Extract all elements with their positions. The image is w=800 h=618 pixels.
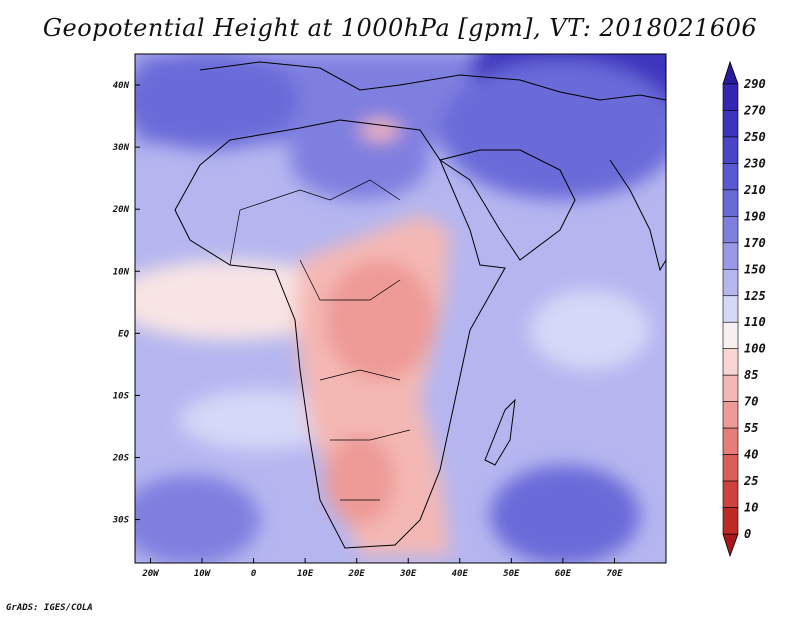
lat-tick-label: 30N — [112, 143, 130, 153]
colorbar-label: 170 — [744, 236, 766, 250]
colorbar-swatch — [722, 268, 739, 297]
colorbar-swatch — [722, 348, 739, 376]
lon-tick-label: 10W — [194, 569, 212, 579]
arabia-coastline — [438, 149, 576, 261]
colorbar-swatch — [722, 110, 739, 138]
colorbar-swatch — [722, 163, 739, 191]
colorbar-label: 210 — [743, 183, 766, 197]
chart-title: Geopotential Height at 1000hPa [gpm], VT… — [42, 14, 758, 42]
colorbar-swatch — [722, 374, 739, 402]
lon-tick-label: 70E — [606, 569, 623, 579]
lat-tick-label: EQ — [118, 329, 129, 339]
colorbar-swatch — [722, 480, 739, 508]
colorbar-label: 25 — [743, 474, 758, 488]
colorbar-label: 85 — [744, 368, 758, 382]
colorbar-label: 190 — [744, 209, 766, 223]
height-field — [135, 54, 666, 563]
europe-coastline — [199, 61, 666, 101]
colorbar-swatch — [722, 216, 739, 244]
latitude-axis: 40N 30N 20N 10N EQ 10S 20S 30S — [112, 81, 140, 526]
lon-tick-label: 20W — [141, 569, 160, 579]
lon-tick-label: 60E — [555, 569, 572, 579]
colorbar-swatch — [722, 427, 739, 455]
colorbar-top-arrow — [722, 60, 739, 85]
india-coastline — [609, 159, 666, 272]
colorbar-swatch — [722, 295, 739, 323]
lat-tick-label: 30S — [112, 516, 130, 526]
colorbar-swatch — [722, 321, 739, 350]
lat-tick-label: 20N — [112, 205, 130, 215]
plot-frame — [134, 53, 667, 564]
lat-tick-label: 20S — [112, 453, 130, 463]
colorbar: 2902702502302101901701501251101008570554… — [722, 60, 766, 558]
colorbar-label: 125 — [744, 289, 766, 303]
lon-tick-label: 30E — [399, 569, 417, 579]
lon-tick-label: 40E — [452, 569, 469, 579]
lat-tick-label: 10S — [113, 391, 130, 401]
colorbar-label: 40 — [744, 448, 758, 462]
colorbar-label: 70 — [744, 395, 758, 409]
madagascar-coastline — [484, 398, 516, 466]
lon-tick-label: 0 — [251, 569, 257, 579]
colorbar-swatch — [722, 242, 739, 270]
colorbar-label: 270 — [743, 103, 766, 117]
colorbar-label: 100 — [744, 342, 766, 356]
colorbar-label: 290 — [743, 77, 766, 91]
lat-tick-label: 10N — [113, 267, 130, 277]
colorbar-swatch — [722, 189, 739, 217]
colorbar-swatch — [722, 83, 739, 111]
credit-text: GrADS: IGES/COLA — [6, 603, 93, 613]
colorbar-label: 55 — [744, 421, 758, 435]
colorbar-label: 230 — [743, 156, 766, 170]
africa-coastline — [174, 119, 506, 549]
longitude-axis: 20W 10W 0 10E 20E 30E 40E 50E 60E 70E — [141, 558, 623, 579]
colorbar-label: 110 — [744, 315, 766, 329]
colorbar-bottom-arrow — [722, 533, 739, 558]
coastlines — [174, 61, 666, 549]
colorbar-label: 10 — [744, 501, 758, 515]
colorbar-swatch — [722, 401, 739, 429]
lon-tick-label: 10E — [297, 569, 314, 579]
colorbar-label: 150 — [744, 262, 766, 276]
lon-tick-label: 50E — [503, 569, 520, 579]
borders — [229, 179, 411, 501]
colorbar-swatch — [722, 507, 739, 535]
colorbar-swatch — [722, 454, 739, 482]
colorbar-label: 0 — [744, 527, 751, 541]
colorbar-label: 250 — [743, 130, 766, 144]
colorbar-swatch — [722, 136, 739, 164]
lon-tick-label: 20E — [348, 569, 366, 579]
lat-tick-label: 40N — [113, 81, 130, 91]
